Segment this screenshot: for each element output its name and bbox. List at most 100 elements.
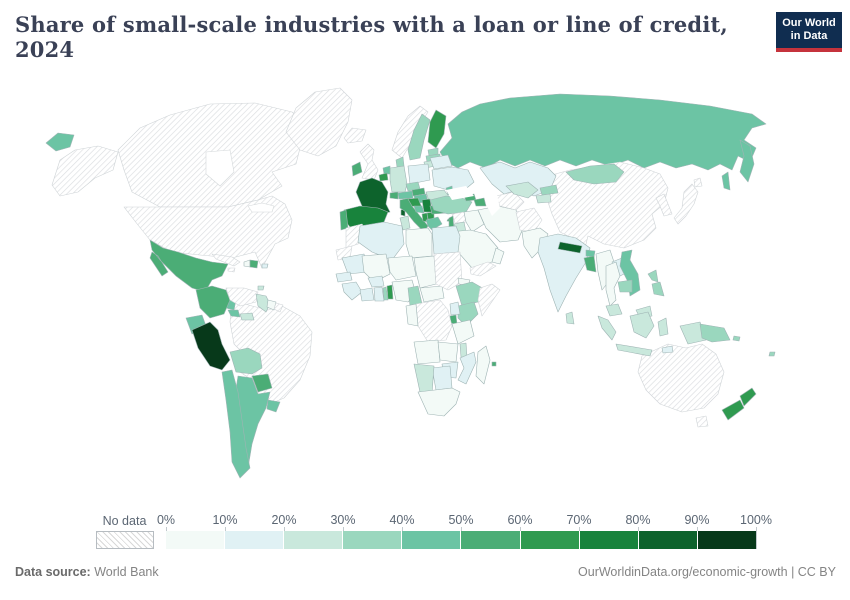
country-afghanistan[interactable] (515, 207, 543, 233)
country-poland[interactable] (407, 163, 431, 185)
country-bosnia-and-herzegovina[interactable] (413, 205, 425, 214)
country-algeria[interactable] (357, 221, 405, 261)
country-trinidad-and-tobago[interactable] (257, 285, 265, 291)
country-haiti[interactable] (243, 259, 251, 268)
country-togo[interactable] (382, 286, 389, 301)
country-solomon-islands[interactable] (732, 335, 741, 342)
country-netherlands[interactable] (382, 165, 391, 175)
country-tajikistan[interactable] (535, 193, 552, 204)
country-turkmenistan[interactable] (495, 191, 525, 211)
country-cuba[interactable] (211, 253, 241, 267)
country-belgium[interactable] (378, 172, 389, 182)
footer-citation[interactable]: OurWorldinData.org/economic-growth | CC … (578, 565, 836, 579)
country-bangladesh[interactable] (583, 255, 597, 273)
country-philippines[interactable] (647, 269, 665, 297)
country-senegal[interactable] (335, 271, 353, 283)
country-burkina-faso[interactable] (367, 275, 385, 288)
country-united-states-alaska[interactable] (51, 145, 119, 197)
country-ukraine[interactable] (431, 166, 475, 193)
country-niger[interactable] (387, 255, 417, 281)
country-cambodia[interactable] (617, 279, 633, 293)
country-nepal[interactable] (557, 241, 583, 254)
legend-swatch-40-50%[interactable] (401, 531, 461, 549)
country-uganda[interactable] (449, 301, 461, 316)
country-germany[interactable] (389, 165, 408, 193)
country-belarus[interactable] (429, 154, 453, 170)
legend-swatch-90-100%[interactable] (696, 531, 756, 549)
legend-no-data-swatch[interactable] (96, 531, 154, 549)
legend-swatch-60-70%[interactable] (519, 531, 579, 549)
country-kazakhstan[interactable] (479, 161, 557, 197)
country-egypt[interactable] (431, 225, 461, 255)
country-sweden[interactable] (407, 113, 431, 161)
country-botswana[interactable] (431, 365, 453, 391)
country-fiji[interactable] (768, 351, 776, 357)
country-tunisia[interactable] (399, 215, 411, 231)
country-iran[interactable] (477, 205, 525, 243)
country-yemen[interactable] (469, 261, 497, 277)
country-french-guiana[interactable] (273, 302, 284, 313)
country-venezuela[interactable] (225, 287, 259, 307)
country-united-states[interactable] (123, 195, 293, 269)
country-azerbaijan[interactable] (473, 197, 487, 207)
country-russia-kamchatka[interactable] (721, 139, 755, 191)
country-sri-lanka[interactable] (565, 311, 575, 325)
country-timor[interactable] (661, 345, 674, 354)
country-angola[interactable] (413, 339, 441, 365)
country-south-korea[interactable] (655, 193, 673, 217)
country-vietnam[interactable] (619, 249, 641, 297)
country-somalia[interactable] (477, 283, 501, 317)
country-cameroon[interactable] (407, 285, 423, 307)
country-norway[interactable] (391, 105, 429, 159)
country-zambia[interactable] (437, 341, 459, 363)
country-panama[interactable] (239, 312, 255, 321)
country-finland[interactable] (427, 109, 447, 149)
country-suriname[interactable] (266, 299, 277, 311)
country-uzbekistan[interactable] (505, 181, 539, 199)
country-mauritius[interactable] (491, 361, 497, 367)
country-greenland[interactable] (285, 87, 353, 157)
country-iraq[interactable] (463, 209, 485, 233)
country-benin[interactable] (386, 284, 394, 300)
country-austria[interactable] (397, 190, 414, 200)
country-namibia[interactable] (413, 363, 435, 395)
legend-swatch-80-90%[interactable] (637, 531, 697, 549)
country-indonesia[interactable] (597, 311, 707, 357)
legend-swatch-20-30%[interactable] (283, 531, 343, 549)
country-ghana[interactable] (373, 286, 385, 302)
country-colombia[interactable] (195, 285, 231, 319)
country-denmark[interactable] (395, 156, 405, 168)
country-costa-rica[interactable] (227, 309, 241, 318)
country-syria[interactable] (451, 211, 467, 224)
country-sudan[interactable] (433, 251, 463, 291)
country-thailand[interactable] (605, 261, 621, 307)
country-china[interactable] (545, 161, 669, 253)
country-japan[interactable] (673, 177, 703, 225)
country-puerto-rico[interactable] (261, 263, 269, 269)
legend-swatch-70-80%[interactable] (578, 531, 638, 549)
country-mexico[interactable] (149, 239, 229, 293)
owid-logo[interactable]: Our World in Data (776, 12, 842, 52)
legend-swatch-30-40%[interactable] (342, 531, 402, 549)
country-tanzania[interactable] (451, 319, 475, 345)
country-turkey[interactable] (429, 195, 473, 215)
legend-swatch-50-60%[interactable] (460, 531, 520, 549)
country-kyrgyzstan[interactable] (539, 184, 559, 196)
legend-swatch-0-10%[interactable] (166, 531, 225, 549)
country-united-kingdom[interactable] (359, 143, 379, 181)
country-chile[interactable] (221, 369, 251, 479)
country-dominican-republic[interactable] (249, 259, 259, 269)
country-peru[interactable] (191, 321, 231, 371)
country-iceland[interactable] (343, 127, 367, 144)
country-chad[interactable] (413, 255, 437, 289)
country-congo[interactable] (405, 303, 419, 327)
country-kenya[interactable] (457, 301, 479, 327)
country-uruguay[interactable] (266, 399, 281, 413)
country-new-zealand[interactable] (721, 387, 757, 421)
country-papua-new-guinea[interactable] (699, 323, 731, 343)
country-ivory-coast[interactable] (359, 287, 375, 302)
country-russia[interactable] (439, 93, 767, 171)
country-central-african-republic[interactable] (419, 285, 445, 303)
country-oman[interactable] (491, 247, 505, 265)
country-democratic-republic-of-congo[interactable] (415, 299, 453, 343)
